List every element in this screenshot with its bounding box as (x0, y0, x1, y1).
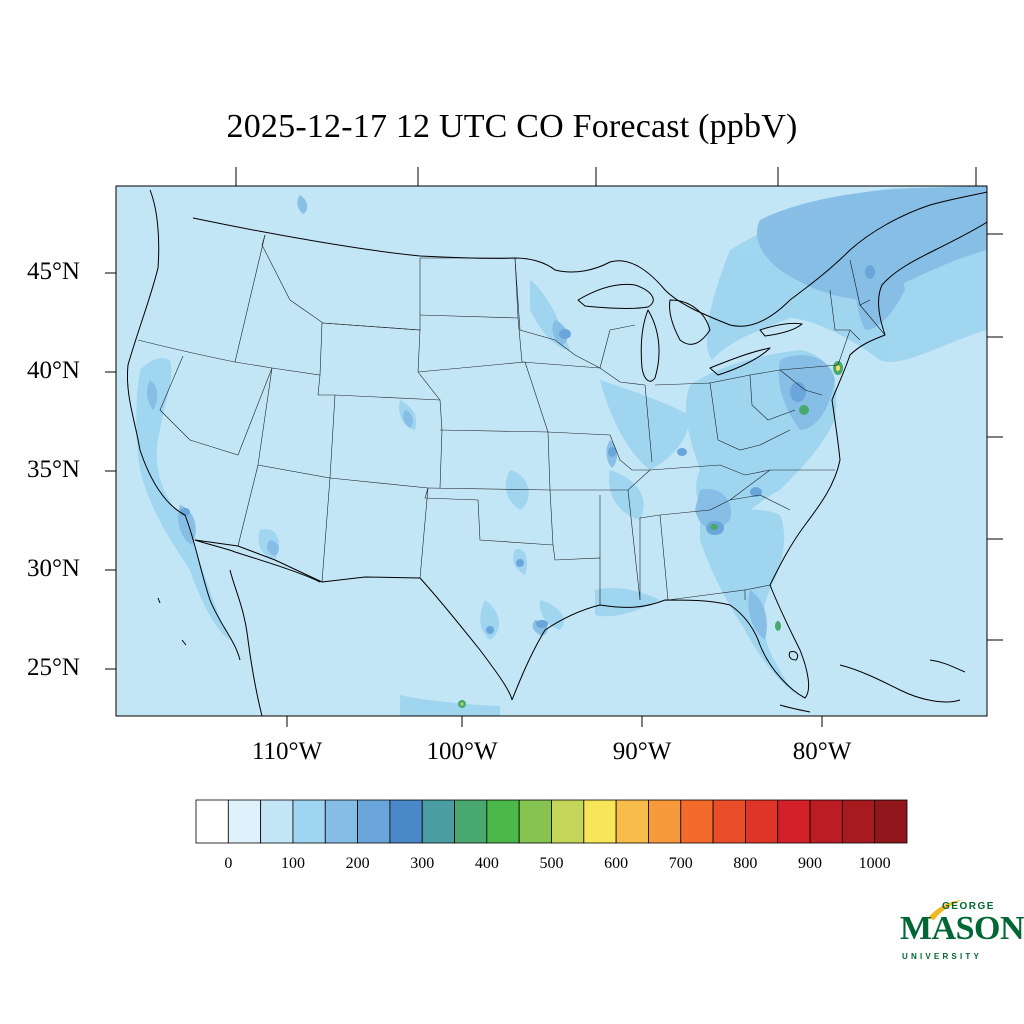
george-mason-logo: GEORGE MASON UNIVERSITY (900, 898, 1024, 968)
state-boundaries (137, 234, 886, 605)
co-peak-spots (458, 361, 843, 708)
colorbar-swatch (357, 799, 391, 844)
map-title: 2025-12-17 12 UTC CO Forecast (ppbV) (226, 108, 798, 145)
logo-george-text: GEORGE (942, 901, 995, 912)
colorbar-swatch (680, 799, 714, 844)
colorbar-swatch (227, 799, 262, 844)
colorbar-swatch (777, 799, 811, 844)
colorbar-tick-label: 100 (280, 855, 305, 872)
coastline-and-borders (126, 189, 987, 716)
colorbar-tick-label: 800 (733, 855, 758, 872)
colorbar-tick-label: 700 (668, 855, 693, 872)
colorbar-swatch (324, 799, 358, 844)
logo-flame-icon (928, 900, 962, 920)
lon-label-100w: 100°W (426, 738, 498, 765)
colorbar-tick-label: 600 (604, 855, 629, 872)
colorbar-swatch (874, 799, 908, 844)
colorbar-tick-label: 900 (798, 855, 823, 872)
colorbar-swatch (712, 799, 746, 844)
colorbar-tick-label: 500 (539, 855, 564, 872)
map-frame (115, 185, 988, 717)
colorbar-tick-label: 400 (474, 855, 499, 872)
colorbar-swatch (809, 799, 843, 844)
axis-ticks (105, 167, 1003, 727)
colorbar-swatch (389, 799, 423, 844)
lat-label-45n: 45°N (26, 258, 80, 285)
colorbar-swatch (583, 799, 617, 844)
colorbar-tick-label: 1000 (858, 855, 891, 872)
colorbar-swatch (841, 799, 876, 844)
lat-label-25n: 25°N (26, 654, 80, 681)
colorbar (195, 799, 908, 844)
co-high-regions (180, 265, 875, 634)
lat-label-40n: 40°N (26, 357, 80, 384)
colorbar-swatch (745, 799, 779, 844)
lat-label-30n: 30°N (26, 555, 80, 582)
logo-mason-text: MASON (900, 910, 1024, 947)
logo-university-text: UNIVERSITY (902, 952, 983, 961)
colorbar-swatch (260, 799, 294, 844)
colorbar-swatch (518, 799, 552, 844)
colorbar-swatch (615, 799, 649, 844)
colorbar-swatch (486, 799, 520, 844)
colorbar-swatch (454, 799, 488, 844)
lon-label-90w: 90°W (612, 738, 672, 765)
colorbar-tick-label: 300 (410, 855, 435, 872)
colorbar-swatch (421, 799, 455, 844)
colorbar-tick-label: 0 (224, 855, 233, 872)
lon-label-110w: 110°W (251, 738, 323, 765)
lon-label-80w: 80°W (792, 738, 852, 765)
colorbar-swatch (292, 799, 326, 844)
colorbar-swatch (551, 799, 585, 844)
colorbar-tick-label: 200 (345, 855, 370, 872)
colorbar-swatch (195, 799, 229, 844)
lat-label-35n: 35°N (26, 456, 80, 483)
colorbar-swatch (648, 799, 682, 844)
